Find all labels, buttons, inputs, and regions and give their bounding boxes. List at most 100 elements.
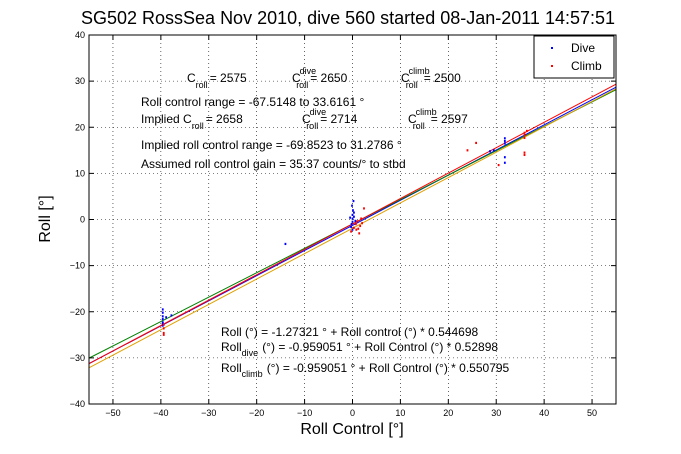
data-point-climb: [353, 226, 355, 229]
data-point-dive: [503, 139, 506, 143]
data-point-climb: [162, 327, 165, 330]
data-point-climb: [162, 323, 165, 326]
data-point-dive: [503, 137, 506, 140]
data-point-dive: [351, 228, 354, 231]
legend-marker: [551, 65, 553, 67]
annotation-fit-3: Rollclimb (°) = -0.959051 ° + Roll Contro…: [221, 361, 510, 379]
y-tick-label: −40: [70, 399, 85, 409]
data-point-climb: [361, 222, 363, 225]
data-point-dive: [351, 217, 354, 220]
data-point-climb: [523, 136, 526, 139]
fit-line: [88, 83, 617, 365]
legend: Dive Climb: [533, 35, 615, 79]
data-point-climb: [525, 129, 528, 133]
y-tick-label: 40: [75, 30, 85, 40]
data-point-dive: [161, 308, 164, 311]
annotation-fit-1: Roll (°) = -1.27321 ° + Roll control (°)…: [221, 325, 479, 339]
x-tick-label: −20: [249, 408, 264, 418]
x-tick-label: −50: [105, 408, 120, 418]
data-point-climb: [358, 232, 361, 235]
data-point-dive: [350, 223, 353, 226]
data-point-dive: [492, 149, 495, 152]
grid: [89, 35, 616, 404]
data-point-climb: [162, 333, 165, 336]
data-point-dive: [354, 219, 357, 222]
data-point-dive: [352, 199, 355, 203]
annotation-implied-range: Implied roll control range = -69.8523 to…: [141, 138, 402, 152]
annotation-fit-2: Rolldive (°) = -0.959051 ° + Roll Control…: [221, 340, 498, 358]
y-tick-label: −10: [70, 261, 85, 271]
data-point-climb: [355, 228, 358, 231]
legend-box: [533, 35, 615, 79]
data-point-climb: [475, 141, 478, 145]
chart-title: SG502 RossSea Nov 2010, dive 560 started…: [81, 8, 615, 28]
data-point-dive: [352, 209, 354, 212]
data-point-dive: [489, 150, 491, 153]
annotation-gain: Assumed roll control gain = 35.37 counts…: [141, 157, 406, 171]
x-tick-label: 30: [491, 408, 501, 418]
legend-label: Dive: [571, 41, 595, 55]
svg-text:Implied Croll= 2658: Implied Croll = 2658: [141, 112, 243, 131]
data-point-dive: [503, 142, 506, 145]
data-point-climb: [357, 227, 360, 230]
axis-ticks: −50 −40 −30 −20 −10 0 10 20 30 40 50 −40 −30 −20 −10 0 1…: [70, 30, 616, 418]
x-tick-label: 40: [539, 408, 549, 418]
y-tick-label: 10: [75, 168, 85, 178]
annotation-implied-c: Implied Croll = 2658 Cdive roll = 2714 Ccli…: [141, 107, 468, 131]
legend-label: Climb: [571, 59, 602, 73]
y-tick-label: −20: [70, 307, 85, 317]
legend-marker: [551, 47, 553, 49]
data-point-dive: [161, 322, 164, 325]
data-point-dive: [161, 324, 164, 327]
data-point-dive: [353, 211, 355, 214]
x-tick-label: 10: [395, 408, 405, 418]
x-tick-label: 50: [587, 408, 597, 418]
data-point-climb: [497, 163, 500, 167]
data-point-dive: [351, 204, 353, 207]
data-point-dive: [170, 314, 173, 317]
annotation-c-values: Croll = 2575 Cdive roll = 2650 Cclimb roll = …: [187, 66, 461, 90]
x-tick-label: 20: [443, 408, 453, 418]
data-point-climb: [466, 149, 469, 152]
data-point-dive: [284, 242, 287, 246]
data-point-climb: [523, 131, 526, 134]
data-point-dive: [349, 216, 352, 219]
y-tick-label: 20: [75, 122, 85, 132]
y-tick-label: 0: [80, 215, 85, 225]
data-point-dive: [161, 315, 164, 318]
x-tick-label: −10: [297, 408, 312, 418]
data-point-dive: [165, 316, 168, 319]
svg-text:Croll= 2575: Croll = 2575: [187, 71, 247, 90]
data-point-climb: [363, 207, 365, 210]
data-point-dive: [161, 318, 164, 321]
y-axis-label: Roll [°]: [37, 195, 54, 242]
data-point-dive: [503, 161, 506, 164]
x-tick-label: −40: [153, 408, 168, 418]
fit-line: [88, 88, 617, 369]
data-point-climb: [350, 230, 352, 233]
data-point-climb: [523, 153, 526, 157]
x-tick-label: −30: [201, 408, 216, 418]
data-point-climb: [356, 220, 359, 223]
data-point-dive: [161, 311, 164, 314]
data-point-climb: [523, 151, 526, 154]
data-point-dive: [350, 225, 352, 228]
fit-lines: [88, 83, 617, 369]
x-axis-label: Roll Control [°]: [300, 421, 403, 438]
y-tick-label: 30: [75, 76, 85, 86]
data-point-dive: [351, 220, 354, 223]
data-point-climb: [359, 224, 362, 228]
data-point-climb: [354, 223, 357, 226]
data-points: [161, 129, 528, 336]
data-point-dive: [351, 213, 354, 216]
data-point-climb: [162, 331, 165, 335]
data-point-climb: [523, 133, 526, 137]
annotation-range: Roll control range = -67.5148 to 33.6161…: [141, 95, 364, 109]
data-point-dive: [503, 156, 506, 159]
y-tick-label: −30: [70, 353, 85, 363]
